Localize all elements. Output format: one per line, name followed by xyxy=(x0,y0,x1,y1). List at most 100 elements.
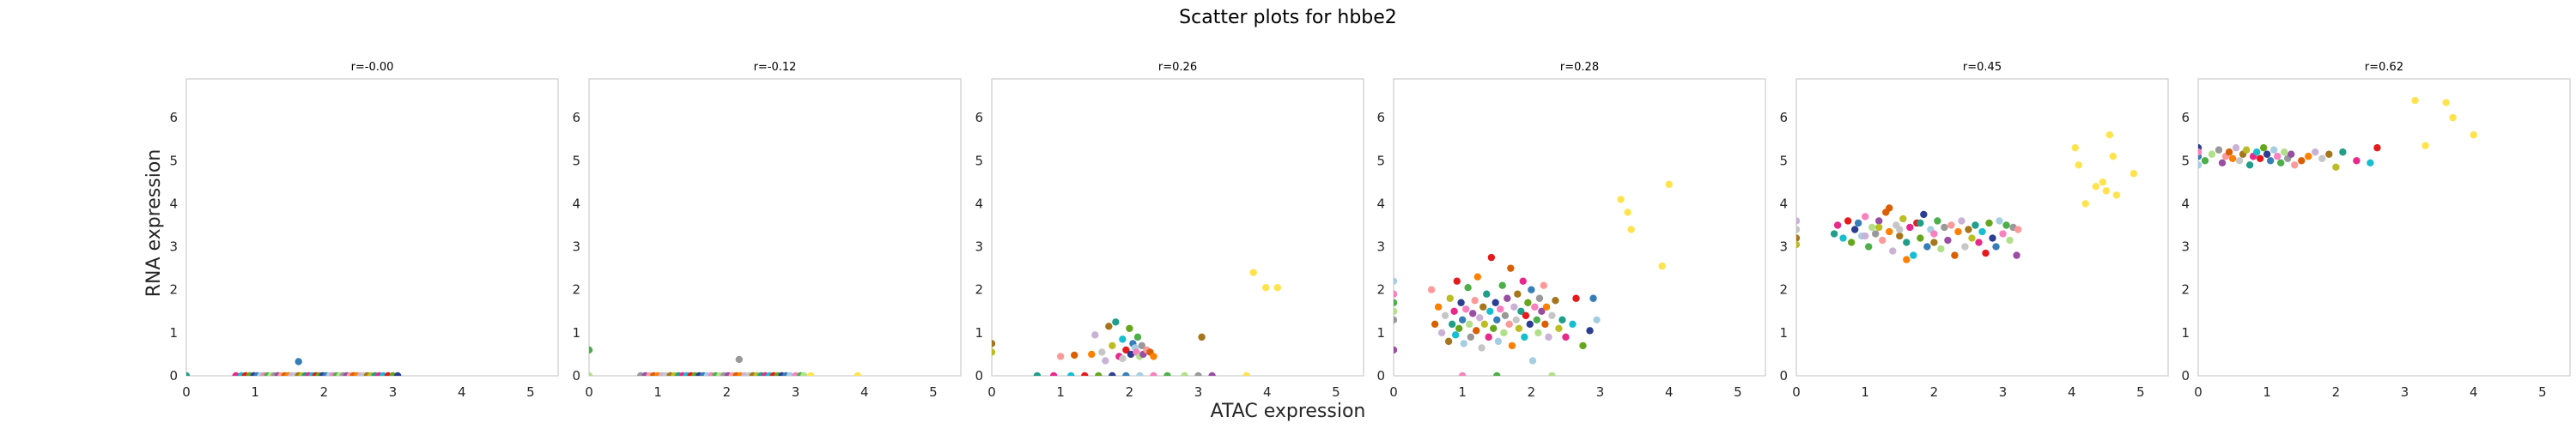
data-points xyxy=(2198,96,2477,171)
data-point xyxy=(589,346,593,354)
panel-frame xyxy=(1393,78,1766,377)
data-point xyxy=(1102,357,1109,365)
data-point xyxy=(1469,310,1477,317)
y-tick-label: 3 xyxy=(169,239,178,255)
data-point xyxy=(1879,236,1886,245)
data-point xyxy=(1889,247,1897,255)
scatter-panel-3: r=0.26 0 1 2 3 4 5 0 1 2 3 4 5 6 xyxy=(975,61,1364,400)
highlight-point xyxy=(806,372,815,376)
data-point xyxy=(2263,150,2271,158)
highlight-point xyxy=(1665,180,1673,189)
x-tick-label: 4 xyxy=(2068,384,2076,400)
data-point xyxy=(393,372,402,376)
data-point xyxy=(1524,299,1532,306)
highlight-point xyxy=(2129,170,2138,178)
data-point xyxy=(2198,161,2202,169)
data-point xyxy=(1394,316,1398,324)
data-point xyxy=(1473,327,1480,335)
y-tick-label: 5 xyxy=(572,153,580,168)
highlight-point xyxy=(1249,269,1257,276)
data-point xyxy=(1978,227,1986,236)
data-point xyxy=(1497,305,1504,313)
data-point xyxy=(1461,305,1470,313)
data-point xyxy=(1480,320,1489,329)
y-tick-label: 6 xyxy=(572,110,580,125)
panel-frame xyxy=(2197,78,2571,377)
data-point xyxy=(1531,303,1539,311)
data-point xyxy=(2373,144,2381,152)
data-point xyxy=(1098,348,1106,356)
data-point xyxy=(1906,223,1914,232)
data-point xyxy=(1507,264,1515,272)
data-point xyxy=(2208,150,2216,158)
highlight-point xyxy=(854,372,861,376)
data-point xyxy=(1150,372,1157,376)
data-point xyxy=(1526,320,1534,329)
data-point xyxy=(1493,316,1501,324)
x-tick-label: 2 xyxy=(1126,384,1134,400)
x-tick-label: 0 xyxy=(1792,384,1801,400)
data-point xyxy=(1896,232,1904,240)
data-point xyxy=(1122,346,1130,354)
data-point xyxy=(1517,307,1525,315)
data-point xyxy=(1833,221,1842,229)
data-point xyxy=(1569,320,1577,329)
data-point xyxy=(1505,320,1513,329)
data-point xyxy=(1071,351,1078,360)
data-point xyxy=(1486,307,1494,315)
x-tick-label: 4 xyxy=(860,384,869,400)
data-point xyxy=(1483,290,1491,298)
x-tick-label: 1 xyxy=(653,384,662,400)
data-point xyxy=(2218,159,2227,166)
x-tick-label: 5 xyxy=(2136,384,2145,400)
y-tick-label: 4 xyxy=(169,196,178,211)
panel-title: r=-0.00 xyxy=(351,61,394,74)
data-point xyxy=(1989,234,1996,242)
data-point xyxy=(1091,331,1099,339)
data-point xyxy=(1861,213,1869,221)
data-point xyxy=(1944,236,1952,245)
data-point xyxy=(2287,150,2295,158)
data-point xyxy=(1839,234,1847,242)
data-point xyxy=(1457,299,1465,306)
x-tick-label: 2 xyxy=(1930,384,1939,400)
x-tick-label: 2 xyxy=(1528,384,1536,400)
highlight-point xyxy=(2071,144,2079,152)
x-tick-label: 0 xyxy=(1389,384,1398,400)
x-tick-label: 1 xyxy=(1861,384,1869,400)
y-tick-label: 2 xyxy=(2181,282,2190,298)
y-tick-label: 6 xyxy=(169,110,178,125)
y-tick-label: 6 xyxy=(975,110,983,125)
data-points xyxy=(992,269,1281,376)
data-point xyxy=(1937,245,1945,253)
data-point xyxy=(1394,277,1398,285)
data-point xyxy=(2353,157,2360,165)
data-point xyxy=(1899,214,1907,223)
data-point xyxy=(1485,333,1492,341)
data-point xyxy=(1572,294,1580,302)
y-tick-label: 5 xyxy=(975,153,983,168)
data-point xyxy=(1954,227,1962,236)
scatter-panel-6: r=0.62 0 1 2 3 4 5 0 1 2 3 4 5 6 xyxy=(2181,61,2571,400)
panel-title: r=0.26 xyxy=(1158,61,1197,74)
data-point xyxy=(295,358,302,366)
y-tick-label: 3 xyxy=(1779,239,1788,255)
data-point xyxy=(2245,161,2254,169)
data-point xyxy=(1109,341,1116,350)
data-point xyxy=(1515,324,1523,333)
x-tick-label: 1 xyxy=(251,384,259,400)
data-point xyxy=(1473,273,1482,281)
x-tick-label: 0 xyxy=(987,384,996,400)
x-tick-label: 0 xyxy=(182,384,191,400)
data-point xyxy=(1514,290,1522,298)
data-point xyxy=(2266,157,2275,165)
y-tick-label: 0 xyxy=(572,368,580,384)
data-point xyxy=(1479,303,1487,311)
data-point xyxy=(1558,316,1566,324)
y-tick-label: 3 xyxy=(2181,239,2190,255)
data-point xyxy=(1181,372,1188,376)
x-tick-label: 3 xyxy=(1194,384,1203,400)
y-tick-label: 4 xyxy=(1376,196,1385,211)
y-tick-label: 2 xyxy=(975,282,983,298)
x-tick-label: 4 xyxy=(1263,384,1272,400)
